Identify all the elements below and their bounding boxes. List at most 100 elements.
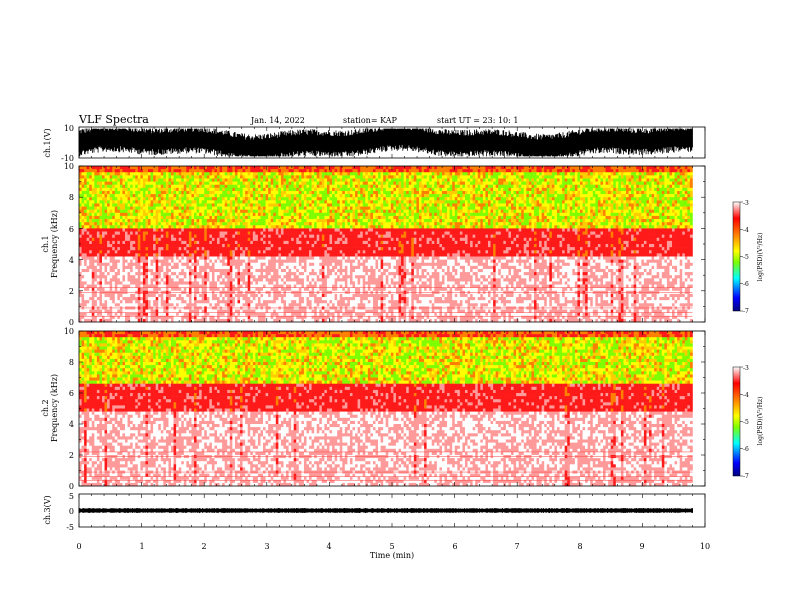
spectrogram-cell [283,222,286,225]
spectrogram-cell [253,260,256,263]
spectrogram-cell [299,169,302,172]
spectrogram-cell [156,288,159,291]
spectrogram-cell [156,191,159,194]
spectrogram-cell [240,272,243,275]
spectrogram-cell [166,191,169,194]
spectrogram-cell [89,169,92,172]
spectrogram-cell [212,266,215,269]
spectrogram-cell [240,191,243,194]
spectrogram-cell [194,191,197,194]
spectrogram-cell [87,241,90,244]
spectrogram-cell [120,200,123,203]
spectrogram-cell [263,235,266,238]
spectrogram-cell [156,269,159,272]
spectrogram-cell [166,275,169,278]
spectrogram-cell [301,294,304,297]
spectrogram-cell [273,266,276,269]
spectrogram-cell [189,288,192,291]
spectrogram-cell [317,313,320,316]
spectrogram-cell [148,166,151,169]
spectrogram-cell [140,266,143,269]
spectrogram-cell [289,191,292,194]
spectrogram-cell [266,253,269,256]
spectrogram-cell [309,263,312,266]
spectrogram-cell [158,297,161,300]
spectrogram-cell [209,203,212,206]
spectrogram-cell [322,219,325,222]
spectrogram-cell [212,182,215,185]
spectrogram-cell [289,182,292,185]
spectrogram-cell [197,294,200,297]
spectrogram-cell [87,200,90,203]
spectrogram-cell [291,281,294,284]
spectrogram-cell [179,200,182,203]
spectrogram-cell [156,294,159,297]
spectrogram-cell [283,272,286,275]
spectrogram-cell [194,297,197,300]
spectrogram-cell [194,303,197,306]
spectrogram-cell [291,194,294,197]
spectrogram-cell [99,228,102,231]
spectrogram-cell [278,266,281,269]
spectrogram-cell [82,253,85,256]
spectrogram-cell [194,194,197,197]
ch1-spectrogram-panel: 0 2 4 6 8 10 ch.1 Frequency (kHz) -3 -4 … [41,162,764,327]
spectrogram-cell [102,225,105,228]
spectrogram-cell [186,185,189,188]
ch1-waveform-trace [79,129,693,157]
spectrogram-cell [322,188,325,191]
spectrogram-cell [189,281,192,284]
spectrogram-cell [122,313,125,316]
spectrogram-cell [105,213,108,216]
spectrogram-cell [171,250,174,253]
spectrogram-cell [151,225,154,228]
spectrogram-cell [140,238,143,241]
spectrogram-cell [115,250,118,253]
spectrogram-cell [209,194,212,197]
spectrogram-cell [176,278,179,281]
spectrogram-cell [92,169,95,172]
spectrogram-cell [243,191,246,194]
spectrogram-cell [291,191,294,194]
spectrogram-cell [107,182,110,185]
spectrogram-cell [286,169,289,172]
spectrogram-cell [153,166,156,169]
spectrogram-cell [209,278,212,281]
spectrogram-cell [250,266,253,269]
spectrogram-cell [128,241,131,244]
spectrogram-cell [317,225,320,228]
spectrogram-cell [248,172,251,175]
spectrogram-cell [220,250,223,253]
spectrogram-cell [82,275,85,278]
spectrogram-cell [130,178,133,181]
spectrogram-cell [197,288,200,291]
spectrogram-cell [301,210,304,213]
spectrogram-cell [283,175,286,178]
spectrogram-cell [253,300,256,303]
spectrogram-cell [235,241,238,244]
spectrogram-cell [304,182,307,185]
spectrogram-cell [255,288,258,291]
spectrogram-cell [112,313,115,316]
spectrogram-cell [102,263,105,266]
spectrogram-cell [309,219,312,222]
spectrogram-cell [230,303,233,306]
spectrogram-cell [176,194,179,197]
spectrogram-cell [314,250,317,253]
spectrogram-cell [237,228,240,231]
spectrogram-cell [324,278,327,281]
spectrogram-cell [135,300,138,303]
spectrogram-cell [304,185,307,188]
spectrogram-cell [84,278,87,281]
spectrogram-cell [304,281,307,284]
spectrogram-cell [166,253,169,256]
spectrogram-cell [179,244,182,247]
spectrogram-cell [112,194,115,197]
spectrogram-cell [304,288,307,291]
spectrogram-cell [130,313,133,316]
spectrogram-cell [92,238,95,241]
spectrogram-cell [281,191,284,194]
spectrogram-cell [171,172,174,175]
spectrogram-cell [202,175,205,178]
spectrogram-cell [322,194,325,197]
